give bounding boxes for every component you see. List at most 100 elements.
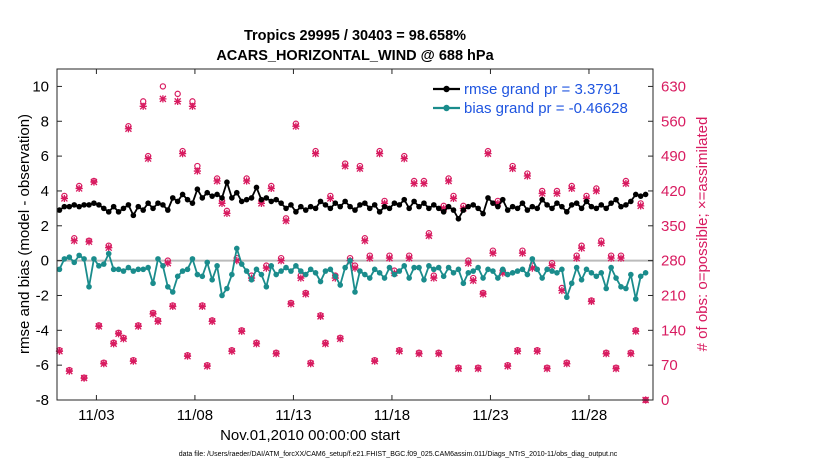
bias-point (608, 264, 614, 271)
obs-assimilated-marker (75, 184, 83, 193)
legend-bias-label: bias grand pr = -0.46628 (464, 100, 628, 117)
x-tick-label: 11/23 (472, 407, 508, 424)
rmse-point (105, 209, 112, 215)
obs-assimilated-marker (80, 374, 88, 382)
obs-assimilated-marker (607, 254, 615, 262)
obs-assimilated-marker (509, 164, 517, 173)
bias-point (199, 273, 206, 280)
bias-point (450, 270, 457, 276)
rmse-point (91, 200, 97, 206)
x-axis-label: Nov.01,2010 00:00:00 start (220, 427, 401, 444)
obs-assimilated-marker (444, 177, 453, 185)
rmse-point (125, 202, 132, 208)
obs-assimilated-marker (464, 259, 472, 267)
rmse-point (189, 200, 196, 206)
bias-point (485, 266, 491, 273)
bias-point (480, 275, 486, 281)
y-tick-label: 8 (41, 113, 49, 130)
bias-point (544, 266, 550, 273)
rmse-point (401, 196, 408, 203)
bias-point (86, 283, 92, 290)
bias-point (184, 266, 191, 273)
rmse-point (263, 195, 270, 201)
rmse-point (642, 191, 649, 198)
rmse-point (278, 200, 284, 206)
obs-assimilated-marker (110, 340, 118, 348)
obs-assimilated-marker (405, 254, 413, 262)
y-tick-label: -6 (36, 357, 49, 374)
bias-point (371, 266, 378, 273)
bias-point (593, 273, 600, 280)
bias-point (160, 263, 166, 269)
bias-point (603, 285, 610, 292)
rmse-point (66, 203, 73, 210)
y2-tick-label: 560 (661, 113, 686, 130)
obs-assimilated-marker (159, 95, 167, 103)
bias-point (248, 276, 255, 283)
obs-assimilated-marker (213, 177, 221, 185)
obs-assimilated-marker (55, 347, 64, 355)
bias-point (263, 283, 270, 290)
bias-point (470, 268, 477, 274)
rmse-point (628, 198, 634, 205)
obs-assimilated-marker (430, 274, 438, 282)
obs-assimilated-marker (238, 327, 246, 335)
x-tick-label: 11/28 (571, 407, 607, 424)
obs-assimilated-marker (474, 365, 482, 373)
rmse-point (396, 202, 403, 208)
obs-assimilated-marker (479, 290, 487, 298)
rmse-point (283, 205, 289, 212)
bias-point (238, 261, 245, 267)
bias-point (150, 280, 156, 287)
rmse-point (386, 205, 393, 212)
rmse-point (115, 209, 122, 215)
obs-assimilated-marker (149, 310, 157, 318)
bias-point (539, 275, 545, 281)
y2-tick-label: 140 (661, 322, 686, 339)
obs-assimilated-marker (518, 249, 527, 257)
rmse-point (224, 179, 230, 186)
rmse-point (71, 202, 78, 208)
rmse-point (179, 191, 186, 198)
y2-tick-label: 70 (661, 357, 678, 374)
rmse-point (352, 207, 358, 213)
chart-subtitle: ACARS_HORIZONTAL_WIND @ 688 hPa (216, 48, 494, 64)
obs-assimilated-marker (484, 150, 492, 158)
rmse-point (598, 202, 605, 208)
obs-assimilated-marker (449, 194, 458, 203)
rmse-point (273, 196, 279, 203)
bias-point (327, 266, 334, 273)
bias-point (110, 266, 117, 273)
obs-assimilated-marker (361, 237, 369, 245)
bias-point (578, 276, 585, 283)
bias-point (376, 270, 383, 276)
rmse-point (56, 207, 63, 213)
obs-assimilated-marker (100, 360, 108, 368)
obs-assimilated-marker (90, 178, 98, 186)
rmse-point (539, 196, 545, 203)
bias-point (598, 270, 605, 276)
rmse-point (504, 207, 511, 213)
rmse-point (440, 209, 447, 215)
obs-assimilated-marker (302, 290, 310, 298)
bias-point (288, 268, 294, 274)
y-tick-label: -4 (36, 322, 49, 339)
rmse-point (81, 202, 87, 208)
bias-point (165, 283, 171, 290)
rmse-point (130, 212, 137, 219)
bias-point (224, 285, 230, 292)
bias-point (120, 268, 127, 274)
rmse-point (312, 205, 319, 212)
bias-point (490, 268, 496, 274)
rmse-point (632, 191, 639, 198)
x-tick-label: 11/03 (78, 407, 114, 424)
rmse-point (135, 203, 142, 210)
rmse-point (253, 184, 260, 191)
obs-assimilated-marker (257, 199, 266, 207)
bias-point (337, 282, 344, 288)
x-tick-label: 11/13 (275, 407, 311, 424)
bias-point (91, 256, 97, 262)
obs-assimilated-marker (602, 350, 610, 358)
bias-point (632, 296, 639, 302)
